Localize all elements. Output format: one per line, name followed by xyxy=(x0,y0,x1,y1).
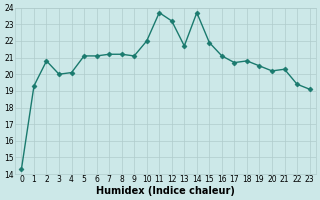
X-axis label: Humidex (Indice chaleur): Humidex (Indice chaleur) xyxy=(96,186,235,196)
